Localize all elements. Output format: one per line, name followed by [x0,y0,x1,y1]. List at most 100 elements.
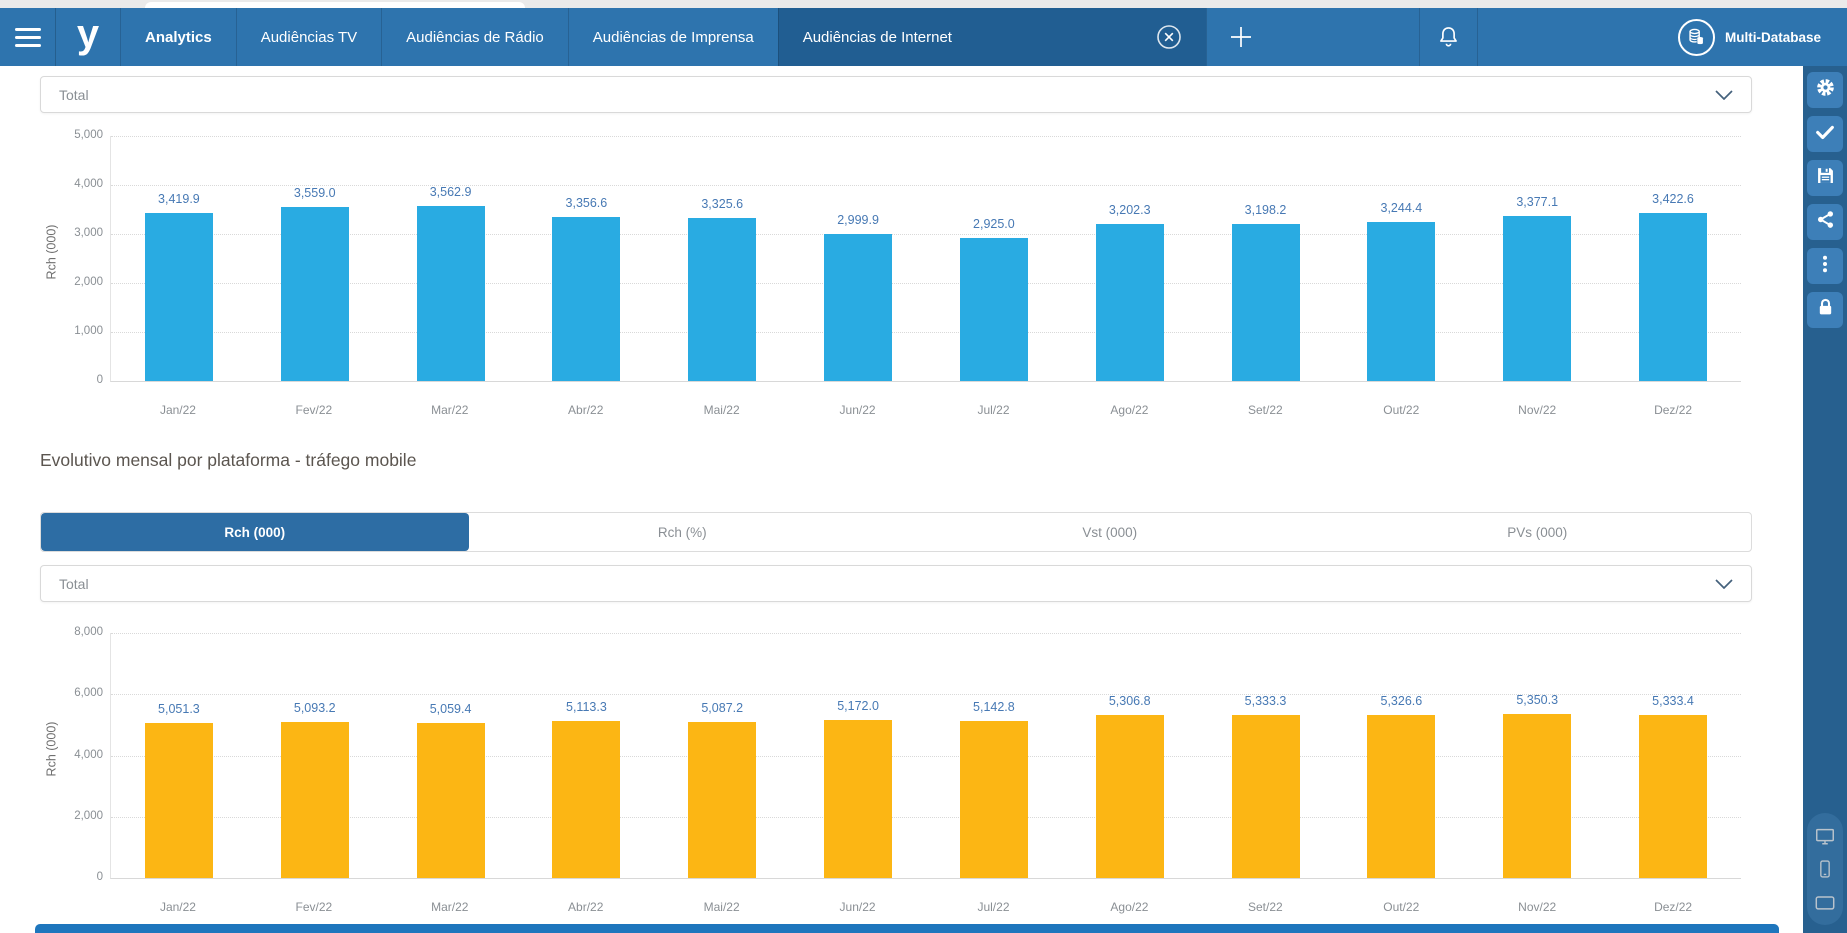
x-tick-label: Abr/22 [568,900,604,914]
bar-value-label: 3,356.6 [565,195,608,210]
mobile-icon[interactable] [1815,859,1835,879]
x-tick-label: Dez/22 [1654,900,1693,914]
reach-bar-chart-mobile: Rch (000) 0 2,000 4,000 6,000 8,000 5,051.3 5,… [40,619,1741,919]
bar[interactable] [824,719,893,878]
plot-area: 0 2,000 4,000 6,000 8,000 5,051.3 5,093.2 5,059… [74,626,1741,883]
gridline [111,694,1741,696]
desktop-icon[interactable] [1814,825,1836,847]
x-tick-label: Mar/22 [431,403,469,417]
bar[interactable] [1231,224,1300,381]
bar-value-label: 3,377.1 [1516,194,1559,209]
bar[interactable] [280,722,349,878]
bar[interactable] [1639,714,1708,878]
bar-value-label: 5,350.3 [1516,693,1559,708]
x-tick-label: Nov/22 [1518,403,1557,417]
x-tick-label: Jun/22 [839,900,876,914]
x-tick-label: Dez/22 [1654,403,1693,417]
bar[interactable] [416,723,485,878]
tab-label: Audiências de Internet [802,28,952,46]
bar-slot: 3,562.9 [383,136,519,381]
notifications-bell-icon[interactable] [1418,8,1478,66]
bar[interactable] [688,722,757,878]
reach-bar-chart-total: Rch (000) 0 1,000 2,000 3,000 4,000 5,000 3,41… [40,122,1741,422]
tab-audiencias-imprensa[interactable]: Audiências de Imprensa [567,8,778,66]
menu-hamburger-icon[interactable] [0,8,55,66]
bar[interactable] [144,213,213,381]
window-top-strip [0,0,1847,8]
tab-audiencias-internet-active[interactable]: Audiências de Internet [777,8,1206,66]
metric-tab-pvs-000[interactable]: PVs (000) [1324,513,1752,551]
database-avatar [1677,18,1715,56]
add-tab-icon[interactable] [1205,8,1276,66]
bar[interactable] [824,234,893,381]
y-tick-label: 6,000 [74,687,103,700]
close-tab-icon[interactable] [1156,24,1182,50]
tab-audiencias-tv[interactable]: Audiências TV [235,8,381,66]
settings-button[interactable] [1807,72,1843,108]
tab-label: Analytics [145,28,212,46]
y-tick-label: 4,000 [74,178,103,190]
topbar-spacer [1276,8,1419,66]
bar[interactable] [959,720,1028,878]
lock-icon [1815,297,1836,323]
metric-tab-vst-000[interactable]: Vst (000) [896,513,1324,551]
bar[interactable] [280,206,349,381]
bar[interactable] [1503,215,1572,381]
more-options-button[interactable] [1807,248,1843,284]
x-tick-label: Jun/22 [839,403,876,417]
bar-slot: 3,422.6 [1605,136,1741,381]
bar[interactable] [1639,213,1708,381]
bar-value-label: 5,093.2 [293,701,336,716]
x-tick-label: Out/22 [1383,900,1420,914]
tab-analytics[interactable]: Analytics [120,8,236,66]
chevron-down-icon [1715,87,1733,103]
bar[interactable] [1231,714,1300,878]
dashboard-content: Total Rch (000) 0 1,000 2,000 3,000 4,000 5,0… [0,66,1803,933]
bar[interactable] [959,237,1028,381]
bar-value-label: 3,559.0 [293,185,336,200]
x-tick-label: Ago/22 [1110,403,1149,417]
metric-tab-label: Rch (%) [657,524,707,540]
x-axis-labels: Jan/22 Fev/22 Mar/22 Abr/22 Mai/22 Jun/22 Jul/… [110,394,1741,422]
tablet-icon[interactable] [1814,891,1836,913]
bar[interactable] [416,206,485,381]
user-database-selector[interactable]: Multi-Database [1677,8,1847,66]
x-tick-label: Fev/22 [295,403,333,417]
bar-slot: 5,113.3 [518,633,654,878]
bar-slot: 3,356.6 [518,136,654,381]
x-tick-label: Nov/22 [1518,900,1557,914]
y-tick-label: 0 [96,871,103,883]
save-button[interactable] [1807,160,1843,196]
bar[interactable] [1367,714,1436,878]
bar[interactable] [552,721,621,878]
share-button[interactable] [1807,204,1843,240]
bar[interactable] [1503,714,1572,878]
bar-slot: 5,059.4 [383,633,519,878]
y-tick-label: 3,000 [74,227,103,239]
bar-slot: 5,093.2 [247,633,383,878]
bar[interactable] [144,723,213,878]
gear-icon [1814,76,1837,104]
lock-button[interactable] [1807,292,1843,328]
y-tick-label: 0 [96,374,103,386]
total-filter-dropdown-2[interactable]: Total [40,565,1752,602]
total-filter-dropdown-1[interactable]: Total [40,76,1752,113]
x-tick-label: Fev/22 [295,900,333,914]
x-tick-label: Set/22 [1247,403,1283,417]
bar-value-label: 5,172.0 [837,698,879,713]
tab-label: Audiências TV [260,28,358,46]
bar-slot: 5,350.3 [1469,633,1605,878]
bar[interactable] [688,218,757,381]
bar-slot: 3,325.6 [654,136,790,381]
tab-audiencias-radio[interactable]: Audiências de Rádio [381,8,568,66]
bar-slot: 3,377.1 [1469,136,1605,381]
metric-tab-rch-000[interactable]: Rch (000) [41,513,469,551]
bar[interactable] [1095,224,1164,381]
bar-slot: 3,202.3 [1062,136,1198,381]
bar[interactable] [552,216,621,381]
bar[interactable] [1095,715,1164,878]
app-logo[interactable]: y [55,8,120,66]
apply-button[interactable] [1807,116,1843,152]
metric-tab-rch-pct[interactable]: Rch (%) [469,513,897,551]
bar[interactable] [1367,222,1436,381]
